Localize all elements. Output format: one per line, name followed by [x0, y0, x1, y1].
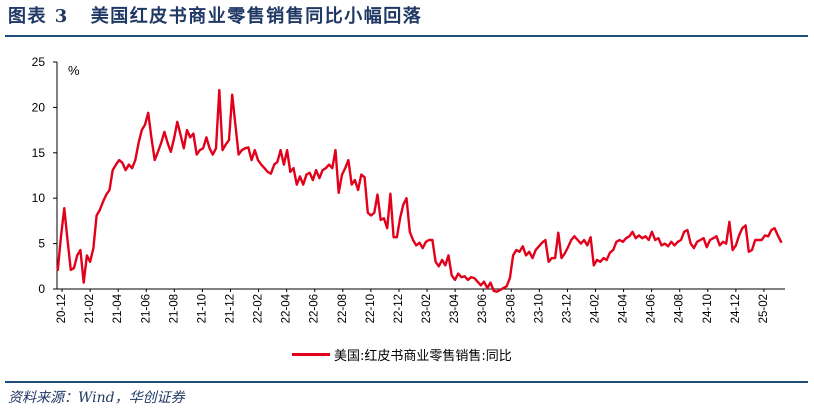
x-tick-label: 22-12 — [393, 294, 405, 323]
title-divider — [5, 35, 808, 37]
x-tick-label: 23-12 — [561, 294, 573, 323]
y-tick-label: 25 — [32, 55, 46, 69]
x-tick-label: 20-12 — [56, 294, 68, 323]
x-tick-label: 23-06 — [477, 294, 489, 323]
x-tick-label: 21-04 — [112, 293, 124, 323]
y-tick-label: 20 — [32, 100, 46, 114]
x-tick-label: 21-08 — [168, 294, 180, 323]
axis-layer: 0 5 10 15 20 25 20-12 21-02 21-04 21-06 21-08 21-10… — [32, 55, 785, 323]
x-tick-label: 24-02 — [589, 294, 601, 323]
x-tick-label: 24-08 — [674, 294, 686, 323]
x-tick-label: 22-06 — [309, 294, 321, 323]
series-layer — [56, 88, 783, 293]
x-tick-label: 22-04 — [281, 293, 293, 323]
x-tick-label: 23-02 — [421, 294, 433, 323]
x-tick-label: 21-02 — [84, 294, 96, 323]
legend: 美国:红皮书商业零售销售:同比 — [292, 345, 512, 364]
x-tick-label: 24-06 — [646, 294, 658, 323]
x-tick-label: 23-08 — [505, 294, 517, 323]
x-tick-label: 22-02 — [253, 294, 265, 323]
x-tick-label: 21-06 — [140, 294, 152, 323]
x-tick-label: 23-04 — [449, 293, 461, 323]
series-line-0 — [56, 88, 783, 293]
x-tick-label: 21-10 — [196, 294, 208, 323]
x-tick-label: 22-08 — [337, 294, 349, 323]
source-divider — [5, 381, 808, 383]
legend-label: 美国:红皮书商业零售销售:同比 — [334, 348, 512, 364]
x-tick-label: 24-12 — [730, 294, 742, 323]
y-unit-label: % — [68, 63, 80, 78]
y-tick-label: 0 — [38, 282, 45, 296]
x-tick-label: 24-10 — [702, 294, 714, 323]
x-tick-label: 21-12 — [225, 294, 237, 323]
source-note: 资料来源：Wind，华创证券 — [8, 390, 185, 406]
legend-swatch — [292, 352, 330, 356]
y-tick-label: 10 — [32, 191, 46, 205]
page-title: 美国红皮书商业零售销售同比小幅回落 — [90, 6, 423, 27]
y-tick-label: 15 — [32, 146, 46, 160]
x-tick-label: 25-02 — [758, 294, 770, 323]
figure-title: 图表 3 美国红皮书商业零售销售同比小幅回落 — [8, 3, 422, 31]
y-tick-label: 5 — [38, 237, 45, 251]
figure-label: 图表 3 — [8, 6, 69, 27]
x-tick-label: 22-10 — [365, 294, 377, 323]
x-tick-label: 23-10 — [533, 294, 545, 323]
x-tick-label: 24-04 — [618, 293, 630, 323]
